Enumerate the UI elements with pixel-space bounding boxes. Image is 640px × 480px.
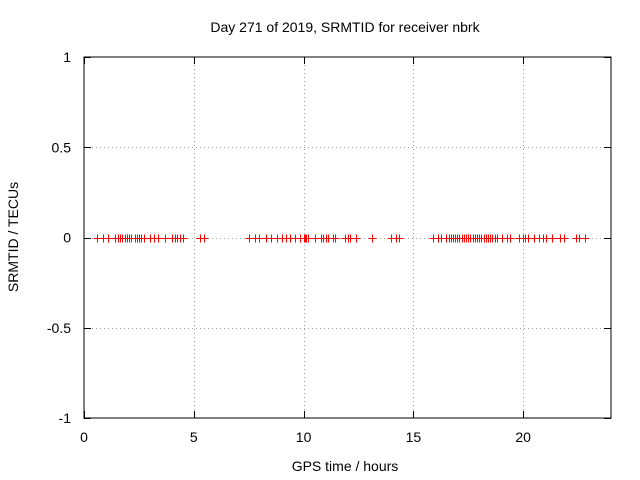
data-point (581, 234, 590, 243)
axis-ticks (84, 57, 611, 419)
plot-frame (83, 56, 612, 419)
y-tick-label: 1 (63, 49, 71, 65)
y-tick-label: 0.5 (52, 139, 72, 155)
x-tick-label: 10 (296, 429, 312, 445)
x-tick-label: 0 (80, 429, 88, 445)
data-point (154, 234, 163, 243)
x-tick-labels: 0 5 10 15 20 (80, 429, 531, 445)
y-tick-label: 0 (63, 230, 71, 246)
data-point (104, 234, 113, 243)
data-point (255, 234, 264, 243)
data-point (395, 234, 404, 243)
x-tick-label: 15 (406, 429, 422, 445)
chart-title: Day 271 of 2019, SRMTID for receiver nbr… (210, 19, 480, 35)
data-point (506, 234, 515, 243)
data-point (560, 234, 569, 243)
data-point (161, 234, 170, 243)
x-tick-label: 5 (190, 429, 198, 445)
data-point (368, 234, 377, 243)
y-tick-label: -0.5 (47, 320, 71, 336)
data-point (200, 234, 209, 243)
y-axis-label: SRMTID / TECUs (5, 182, 21, 292)
y-tick-labels: -1 -0.5 0 0.5 1 (47, 49, 71, 426)
data-point (352, 234, 361, 243)
data-point (304, 234, 313, 243)
data-point (548, 234, 557, 243)
x-axis-label: GPS time / hours (292, 458, 399, 474)
y-tick-label: -1 (59, 410, 72, 426)
x-tick-label: 20 (515, 429, 531, 445)
data-point (331, 234, 340, 243)
data-point (179, 234, 188, 243)
data-points (93, 234, 590, 243)
grid-lines (84, 57, 611, 418)
